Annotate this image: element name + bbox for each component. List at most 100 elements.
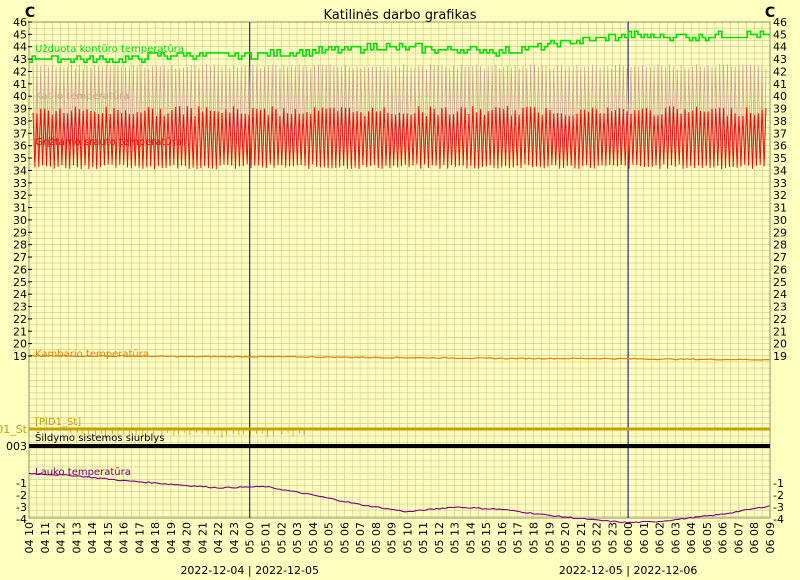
y-tick-left-lower: -4 xyxy=(16,513,27,526)
y-tick-left: 44 xyxy=(13,41,27,54)
y-tick-right-lower: -3 xyxy=(773,501,784,514)
x-tick-label: 06 09 xyxy=(764,522,777,554)
y-tick-right: 37 xyxy=(773,127,787,140)
x-tick-label: 06 03 xyxy=(669,522,682,554)
y-tick-right: 34 xyxy=(773,164,787,177)
y-tick-left: 41 xyxy=(13,78,27,91)
x-tick-label: 04 23 xyxy=(228,522,241,554)
y-tick-right-lower: -4 xyxy=(773,513,784,526)
y-tick-right: 38 xyxy=(773,115,787,128)
y-tick-right: 35 xyxy=(773,152,787,165)
y-tick-right: 24 xyxy=(773,288,787,301)
y-tick-left: 40 xyxy=(13,90,27,103)
x-tick-label: 04 10 xyxy=(23,522,36,554)
x-tick-label: 04 22 xyxy=(212,522,225,554)
pid-left-label: 01_St xyxy=(0,423,28,436)
y-tick-right: 29 xyxy=(773,226,787,239)
y-tick-left: 21 xyxy=(13,325,27,338)
x-tick-label: 05 02 xyxy=(275,522,288,554)
x-tick-label: 04 12 xyxy=(55,522,68,554)
y-tick-right: 36 xyxy=(773,140,787,153)
y-tick-right-lower: -1 xyxy=(773,477,784,490)
x-tick-label: 05 06 xyxy=(338,522,351,554)
boiler-temperature-line xyxy=(32,64,767,165)
boiler-series-label: Katilo temperatūra xyxy=(35,91,129,102)
room-series-label: Kambario temperatūra xyxy=(35,349,149,360)
x-tick-label: 06 08 xyxy=(748,522,761,554)
y-tick-right: 32 xyxy=(773,189,787,202)
y-tick-left: 19 xyxy=(13,350,27,363)
y-tick-right: 42 xyxy=(773,65,787,78)
y-tick-right: 43 xyxy=(773,53,787,66)
x-tick-label: 05 11 xyxy=(417,522,430,554)
x-tick-label: 04 21 xyxy=(196,522,209,554)
y-tick-left-lower: -3 xyxy=(16,501,27,514)
y-tick-right: 28 xyxy=(773,239,787,252)
x-tick-label: 05 07 xyxy=(354,522,367,554)
outdoor-temperature-line xyxy=(28,472,771,524)
y-tick-left: 22 xyxy=(13,313,27,326)
x-tick-label: 05 23 xyxy=(606,522,619,554)
y-tick-right: 23 xyxy=(773,301,787,314)
x-tick-label: 04 20 xyxy=(181,522,194,554)
y-tick-left: 38 xyxy=(13,115,27,128)
x-tick-label: 06 07 xyxy=(732,522,745,554)
y-tick-left: 46 xyxy=(13,16,27,29)
x-tick-label: 05 03 xyxy=(291,522,304,554)
x-tick-label: 05 19 xyxy=(543,522,556,554)
y-tick-left-lower: -2 xyxy=(16,489,27,502)
y-tick-left: 23 xyxy=(13,301,27,314)
y-tick-left: 45 xyxy=(13,28,27,41)
y-tick-right: 41 xyxy=(773,78,787,91)
y-tick-left: 26 xyxy=(13,263,27,276)
x-tick-label: 04 16 xyxy=(118,522,131,554)
x-tick-label: 05 14 xyxy=(464,522,477,554)
return-series-label: Grįžtamo srauto temperatūra xyxy=(35,136,182,148)
x-tick-label: 05 22 xyxy=(591,522,604,554)
x-tick-label: 05 08 xyxy=(370,522,383,554)
x-tick-label: 05 17 xyxy=(512,522,525,554)
left-unit-label: C xyxy=(25,5,35,21)
x-tick-label: 05 04 xyxy=(307,522,320,554)
y-tick-left: 37 xyxy=(13,127,27,140)
x-tick-label: 04 17 xyxy=(133,522,146,554)
setpoint-series-label: Užduota kontūro temperatūra xyxy=(35,43,184,55)
pump-series-label: Šildymo sistemos siurblys xyxy=(35,431,164,444)
x-tick-label: 05 09 xyxy=(386,522,399,554)
y-tick-left: 36 xyxy=(13,140,27,153)
y-tick-right: 19 xyxy=(773,350,787,363)
pid-series-label: [PID1_St] xyxy=(35,417,81,428)
x-tick-label: 05 13 xyxy=(449,522,462,554)
y-tick-right: 33 xyxy=(773,177,787,190)
x-tick-label: 04 18 xyxy=(149,522,162,554)
x-tick-label: 06 04 xyxy=(685,522,698,554)
y-tick-left: 30 xyxy=(13,214,27,227)
y-tick-left: 32 xyxy=(13,189,27,202)
y-tick-right: 39 xyxy=(773,103,787,116)
y-tick-right: 26 xyxy=(773,263,787,276)
x-tick-label: 06 05 xyxy=(701,522,714,554)
pump-left-label: 003 xyxy=(6,440,27,453)
y-tick-right: 27 xyxy=(773,251,787,264)
y-tick-left: 25 xyxy=(13,276,27,289)
y-tick-right: 20 xyxy=(773,338,787,351)
y-tick-left: 20 xyxy=(13,338,27,351)
chart-title: Katilinės darbo grafikas xyxy=(323,8,476,23)
series-layer xyxy=(28,30,771,524)
x-tick-label: 05 20 xyxy=(559,522,572,554)
y-tick-left: 39 xyxy=(13,103,27,116)
x-tick-label: 04 13 xyxy=(70,522,83,554)
y-tick-right: 25 xyxy=(773,276,787,289)
x-tick-label: 05 16 xyxy=(496,522,509,554)
right-unit-label: C xyxy=(765,5,775,21)
x-tick-label: 05 15 xyxy=(480,522,493,554)
y-tick-right: 22 xyxy=(773,313,787,326)
y-tick-left: 28 xyxy=(13,239,27,252)
y-tick-right: 45 xyxy=(773,28,787,41)
plot-border xyxy=(28,21,771,519)
x-tick-label: 06 02 xyxy=(654,522,667,554)
x-tick-label: 05 00 xyxy=(244,522,257,554)
x-tick-label: 04 15 xyxy=(102,522,115,554)
